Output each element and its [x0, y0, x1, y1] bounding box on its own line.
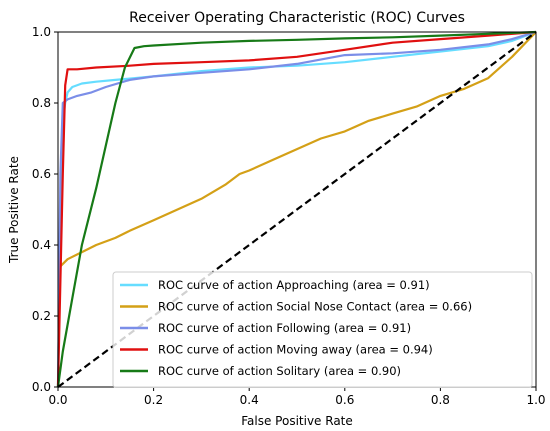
legend-entry-label: ROC curve of action Social Nose Contact … — [158, 300, 472, 314]
y-tick-label: 0.8 — [32, 96, 51, 110]
legend: ROC curve of action Approaching (area = … — [112, 271, 533, 388]
series-line-4 — [56, 30, 537, 388]
chart-title: Receiver Operating Characteristic (ROC) … — [129, 10, 465, 26]
series-line-3 — [56, 30, 537, 388]
y-tick-label: 0.6 — [32, 167, 51, 181]
y-tick-label: 0.4 — [32, 238, 51, 252]
x-tick-label: 0.4 — [240, 393, 259, 407]
x-tick-label: 0.6 — [335, 393, 354, 407]
series-line-1 — [56, 31, 537, 388]
y-tick-label: 0.2 — [32, 309, 51, 323]
legend-entry-label: ROC curve of action Approaching (area = … — [158, 278, 430, 292]
y-tick-label: 1.0 — [32, 25, 51, 39]
x-tick-label: 0.0 — [48, 393, 67, 407]
series-line-2 — [56, 30, 537, 388]
x-tick-label: 0.2 — [144, 393, 163, 407]
x-axis-label: False Positive Rate — [241, 414, 353, 428]
legend-entry-label: ROC curve of action Solitary (area = 0.9… — [158, 364, 401, 378]
axis-ticks: 0.0 0.2 0.4 0.6 0.8 1.0 0.0 0.2 0.4 0.6 0.8 1.0 — [32, 25, 546, 407]
legend-box — [112, 271, 533, 388]
x-tick-label: 1.0 — [526, 393, 545, 407]
x-tick-label: 0.8 — [431, 393, 450, 407]
legend-entry-label: ROC curve of action Following (area = 0.… — [158, 321, 411, 335]
y-tick-label: 0.0 — [32, 380, 51, 394]
legend-entry-label: ROC curve of action Moving away (area = … — [158, 343, 433, 357]
y-axis-label: True Positive Rate — [7, 156, 21, 264]
